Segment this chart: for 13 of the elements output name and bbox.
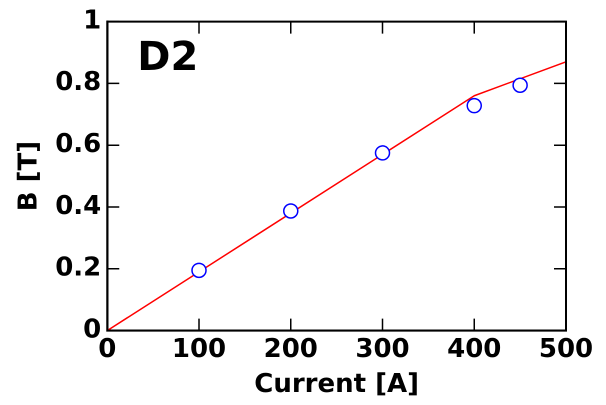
y-axis-title: B [T] bbox=[13, 140, 44, 212]
x-axis-title: Current [A] bbox=[254, 369, 420, 400]
y-tick-label: 0.6 bbox=[55, 128, 102, 159]
y-tick-label: 0.2 bbox=[55, 252, 102, 283]
annotation: D2 bbox=[137, 34, 198, 80]
x-tick-label: 300 bbox=[355, 334, 410, 364]
y-tick-label: 0.8 bbox=[55, 67, 102, 98]
y-tick-label: 0.4 bbox=[55, 190, 102, 221]
x-tick-label: 500 bbox=[538, 334, 594, 364]
x-tick-label: 100 bbox=[172, 334, 226, 364]
x-tick-label: 400 bbox=[447, 334, 502, 364]
x-tick-label: 200 bbox=[264, 334, 318, 364]
y-tick-label: 1 bbox=[83, 5, 102, 36]
